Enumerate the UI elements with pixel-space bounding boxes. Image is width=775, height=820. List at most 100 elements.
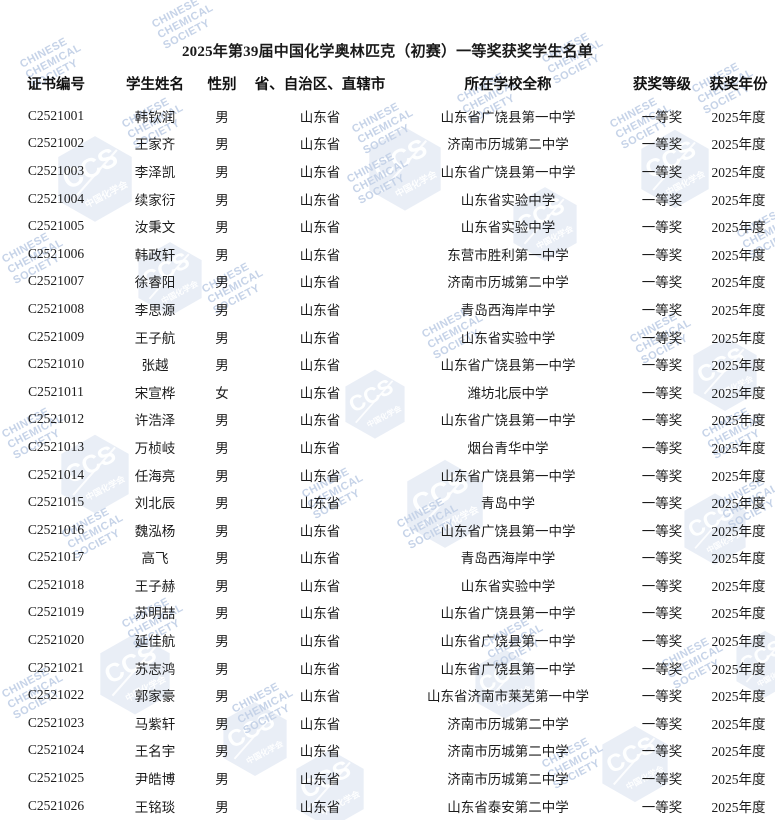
column-header-student-name: 学生姓名 [126,77,184,93]
cell-award-level: 一等奖 [641,634,683,650]
table-row: C2521017 高飞 男 山东省 青岛西海岸中学 一等奖 2025年度 [0,544,775,572]
cell-award-year: 2025年度 [711,109,766,125]
cell-award-year: 2025年度 [711,192,766,208]
cell-certificate-no: C2521010 [27,356,85,372]
cell-award-year: 2025年度 [711,716,766,732]
cell-province: 山东省 [299,164,341,180]
cell-award-level: 一等奖 [641,440,683,456]
cell-certificate-no: C2521023 [27,714,85,730]
cell-school: 烟台青华中学 [467,440,549,456]
cell-certificate-no: C2521009 [27,328,85,344]
cell-award-level: 一等奖 [641,496,683,512]
cell-student-name: 苏志鸿 [134,661,176,677]
cell-gender: 男 [215,275,229,291]
cell-student-name: 王子航 [134,330,176,346]
cell-award-level: 一等奖 [641,109,683,125]
cell-gender: 男 [215,164,229,180]
cell-student-name: 郭家豪 [134,689,176,705]
cell-province: 山东省 [299,716,341,732]
cell-award-level: 一等奖 [641,275,683,291]
cell-school: 潍坊北辰中学 [467,385,549,401]
cell-student-name: 高飞 [141,551,169,567]
cell-student-name: 韩钦润 [134,109,176,125]
cell-certificate-no: C2521002 [27,135,85,151]
cell-certificate-no: C2521001 [27,107,85,123]
cell-award-year: 2025年度 [711,661,766,677]
cell-award-level: 一等奖 [641,523,683,539]
cell-certificate-no: C2521019 [27,604,85,620]
cell-province: 山东省 [299,661,341,677]
cell-province: 山东省 [299,772,341,788]
cell-student-name: 李思源 [134,302,176,318]
cell-student-name: 王家齐 [134,137,176,153]
table-row: C2521003 李泽凯 男 山东省 山东省广饶县第一中学 一等奖 2025年度 [0,157,775,185]
cell-award-level: 一等奖 [641,220,683,236]
cell-school: 山东省广饶县第一中学 [440,606,576,622]
cell-award-year: 2025年度 [711,468,766,484]
cell-school: 山东省实验中学 [460,578,556,594]
table-row: C2521025 尹皓博 男 山东省 济南市历城第二中学 一等奖 2025年度 [0,764,775,792]
cell-school: 山东省广饶县第一中学 [440,468,576,484]
cell-award-level: 一等奖 [641,799,683,815]
cell-school: 山东省广饶县第一中学 [440,634,576,650]
cell-award-level: 一等奖 [641,413,683,429]
table-row: C2521022 郭家豪 男 山东省 山东省济南市莱芜第一中学 一等奖 2025年度 [0,681,775,709]
cell-school: 山东省实验中学 [460,192,556,208]
cell-school: 青岛中学 [481,496,535,512]
cell-school: 济南市历城第二中学 [447,716,569,732]
cell-student-name: 韩政轩 [134,247,176,263]
cell-award-level: 一等奖 [641,772,683,788]
table-row: C2521023 马紫轩 男 山东省 济南市历城第二中学 一等奖 2025年度 [0,709,775,737]
cell-award-year: 2025年度 [711,137,766,153]
table-body: C2521001 韩钦润男山东省 山东省广饶县第一中学 一等奖 2025年度 C25210… [0,102,775,820]
cell-gender: 男 [215,192,229,208]
table-row: C2521018 王子赫 男 山东省 山东省实验中学 一等奖 2025年度 [0,571,775,599]
column-header-award-level: 获奖等级 [633,77,691,93]
cell-province: 山东省 [299,606,341,622]
cell-award-level: 一等奖 [641,578,683,594]
cell-student-name: 尹皓博 [134,772,176,788]
cell-school: 山东省泰安第二中学 [447,799,569,815]
cell-award-year: 2025年度 [711,302,766,318]
cell-award-year: 2025年度 [711,606,766,622]
cell-award-level: 一等奖 [641,744,683,760]
cell-gender: 男 [215,330,229,346]
cell-certificate-no: C2521005 [27,218,85,234]
table-row: C2521015 刘北辰 男 山东省 青岛中学 一等奖 2025年度 [0,488,775,516]
cell-student-name: 徐睿阳 [134,275,176,291]
cell-award-level: 一等奖 [641,330,683,346]
cell-certificate-no: C2521024 [27,742,85,758]
table-row: C2521016 魏泓杨 男 山东省 山东省广饶县第一中学 一等奖 2025年度 [0,516,775,544]
cell-student-name: 苏明喆 [134,606,176,622]
cell-province: 山东省 [299,192,341,208]
cell-gender: 男 [215,496,229,512]
cell-certificate-no: C2521008 [27,300,85,316]
cell-province: 山东省 [299,689,341,705]
cell-student-name: 任海亮 [134,468,176,484]
cell-certificate-no: C2521007 [27,273,85,289]
cell-gender: 男 [215,440,229,456]
cell-certificate-no: C2521022 [27,687,85,703]
cell-award-year: 2025年度 [711,247,766,263]
cell-award-year: 2025年度 [711,551,766,567]
cell-student-name: 王名宇 [134,744,176,760]
cell-certificate-no: C2521012 [27,411,85,427]
cell-gender: 男 [215,689,229,705]
table-row: C2521020 延佳航 男 山东省 山东省广饶县第一中学 一等奖 2025年度 [0,626,775,654]
cell-award-year: 2025年度 [711,358,766,374]
table-row: C2521010 张越 男 山东省 山东省广饶县第一中学 一等奖 2025年度 [0,350,775,378]
cell-school: 山东省广饶县第一中学 [440,358,576,374]
cell-certificate-no: C2521015 [27,494,85,510]
cell-certificate-no: C2521014 [27,466,85,482]
cell-province: 山东省 [299,551,341,567]
table-row: C2521008 李思源 男 山东省 青岛西海岸中学 一等奖 2025年度 [0,295,775,323]
cell-certificate-no: C2521021 [27,659,85,675]
cell-award-year: 2025年度 [711,799,766,815]
cell-gender: 男 [215,220,229,236]
cell-province: 山东省 [299,468,341,484]
cell-award-year: 2025年度 [711,772,766,788]
cell-student-name: 李泽凯 [134,164,176,180]
cell-student-name: 续家衍 [134,192,176,208]
cell-school: 山东省广饶县第一中学 [440,164,576,180]
table-row: C2521007 徐睿阳 男 山东省 济南市历城第二中学 一等奖 2025年度 [0,268,775,296]
